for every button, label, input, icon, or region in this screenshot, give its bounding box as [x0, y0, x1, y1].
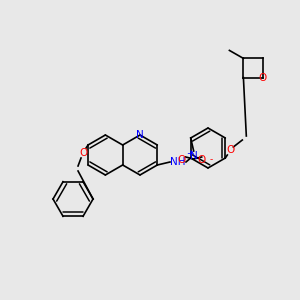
Text: O: O [79, 148, 87, 158]
Text: N: N [190, 151, 198, 161]
Text: O: O [226, 145, 234, 155]
Text: -: - [210, 155, 213, 164]
Text: O: O [197, 155, 206, 165]
Text: NH: NH [170, 157, 186, 167]
Text: N: N [136, 130, 144, 140]
Text: +: + [186, 149, 193, 158]
Text: O: O [178, 155, 186, 165]
Text: O: O [259, 73, 267, 82]
